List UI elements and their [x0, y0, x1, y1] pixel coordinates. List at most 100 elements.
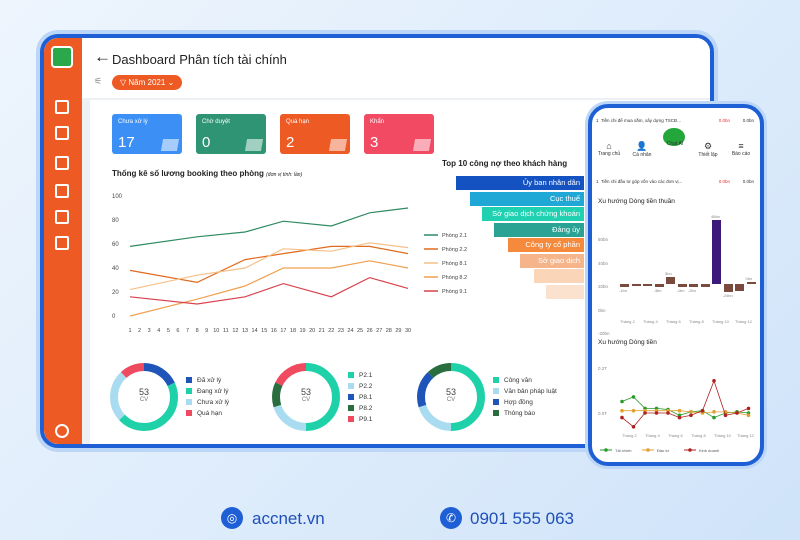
legend-label: Đã xử lý: [197, 377, 222, 384]
y-tick-label: 0.0T: [598, 411, 607, 416]
y-tick-label: 20: [112, 290, 119, 296]
status-card[interactable]: Quá hạn 2: [280, 114, 350, 154]
bar: [735, 284, 744, 291]
cashflow-line-chart: 0.2T 0.0T Tài chính Đầu tư Kinh doanh Tháng 2…: [598, 366, 755, 453]
data-point: [666, 411, 670, 415]
bar: [643, 284, 652, 286]
funnel-bar[interactable]: Đảng ủy: [494, 222, 584, 237]
data-point: [643, 411, 647, 415]
data-point: [631, 395, 636, 399]
x-tick-label: 1: [128, 328, 131, 334]
donut-legend: Công văn Văn bản pháp luật Hợp đồng Thông b…: [493, 375, 557, 419]
legend-label: Phòng 8.1: [442, 261, 467, 267]
x-tick-label: Tháng 4: [643, 319, 658, 324]
bar: [689, 284, 698, 287]
legend-label: P8.2: [359, 404, 373, 412]
donut-total: 53: [138, 387, 149, 397]
phone-frame: 1 Tiền chi để mua sắm, xây dựng TSCĐ... 0…: [588, 104, 764, 466]
status-card[interactable]: Chưa xử lý 17: [112, 114, 182, 154]
card-value: 3: [370, 134, 379, 151]
donut-unit: CV: [301, 397, 311, 403]
card-value: 2: [286, 134, 295, 151]
x-tick-label: 23: [338, 328, 344, 334]
settings-sliders-icon[interactable]: ⚟: [94, 76, 103, 86]
donut-center: 53 CV: [286, 387, 326, 403]
bar: [677, 284, 687, 287]
x-tick-label: 11: [223, 328, 229, 334]
x-tick-label: 2: [138, 328, 141, 334]
x-tick-label: Tháng 12: [735, 319, 752, 324]
x-tick-label: Tháng 10: [714, 433, 732, 438]
status-card[interactable]: Chờ duyệt 0: [196, 114, 266, 154]
x-tick-label: Tháng 8: [689, 319, 704, 324]
funnel-bar[interactable]: Sở giao dịch: [520, 253, 584, 268]
x-tick-label: 14: [252, 328, 258, 334]
x-tick-label: 22: [328, 328, 334, 334]
legend-item: Công văn: [493, 375, 557, 386]
data-point: [620, 399, 624, 404]
status-card[interactable]: Khẩn 3: [364, 114, 434, 154]
funnel-bar[interactable]: Ủy ban nhân dân: [456, 176, 584, 190]
y-tick-label: 80: [112, 218, 119, 224]
x-tick-label: 3: [148, 328, 151, 334]
files-icon[interactable]: [55, 210, 69, 224]
year-filter-button[interactable]: ▽ Năm 2021 ⌄: [112, 75, 183, 90]
chart-icon[interactable]: [55, 100, 69, 114]
table-row: 1 Tiền chi đầu tư góp vốn vào các đơn vị…: [596, 179, 756, 184]
nav-item-2[interactable]: Chat AI: [660, 141, 690, 147]
nav-label: Trang chủ: [597, 151, 621, 157]
report-icon[interactable]: [55, 236, 69, 250]
funnel-bar[interactable]: Cục thuế: [470, 191, 584, 206]
x-tick-label: 9: [205, 328, 208, 334]
gear-icon[interactable]: [55, 424, 69, 438]
legend-label: Phòng 8.2: [442, 275, 467, 281]
donut-center: 53 CV: [431, 387, 471, 403]
bar: [746, 282, 756, 284]
documents-icon[interactable]: [55, 156, 69, 170]
legend-marker: [646, 448, 650, 452]
x-tick-label: Tháng 12: [737, 433, 755, 438]
funnel-bar[interactable]: Sở giao dịch chứng khoán: [482, 207, 584, 221]
y-tick-label: 20bn: [598, 284, 609, 289]
legend-swatch: [348, 404, 354, 411]
legend-swatch: [186, 410, 192, 417]
nav-item-4[interactable]: ≡ Báo cáo: [726, 141, 756, 157]
x-tick-label: Tháng 6: [668, 433, 683, 438]
monitor-icon[interactable]: [55, 184, 69, 198]
chart-subtitle: (đơn vị tính: lần): [266, 172, 303, 178]
funnel-bar[interactable]: [534, 269, 584, 283]
chart-title-text: Thống kê số lương booking theo phòng: [112, 169, 264, 178]
bar: [712, 219, 721, 284]
x-tick-label: Tháng 4: [645, 433, 660, 438]
donut-chart: [417, 363, 485, 431]
back-arrow-icon[interactable]: ←: [94, 47, 111, 66]
data-point: [620, 415, 624, 420]
legend-swatch: [186, 399, 192, 406]
donut-segment: [417, 363, 485, 431]
nav-item-1[interactable]: 👤 Cá nhân: [627, 141, 657, 158]
legend-swatch: [348, 415, 354, 422]
chat-ai-robot-icon[interactable]: [661, 126, 687, 148]
data-point: [677, 408, 682, 413]
y-tick-label: 0bn: [598, 307, 606, 313]
funnel-bar[interactable]: Công ty cổ phần: [508, 238, 584, 252]
y-tick-label: 0.2T: [598, 366, 607, 371]
x-tick-label: 5: [167, 328, 170, 334]
bar-value-label: 0bn: [745, 276, 753, 281]
phone-number[interactable]: 0901 555 063: [470, 509, 574, 528]
website-link[interactable]: accnet.vn: [252, 509, 325, 528]
nav-item-0[interactable]: ⌂ Trang chủ: [594, 141, 624, 157]
card-value: 17: [118, 134, 135, 151]
row-index: 1: [596, 179, 599, 184]
x-tick-label: Tháng 2: [622, 433, 637, 438]
clipboard-icon[interactable]: [55, 126, 69, 140]
nav-item-3[interactable]: ⚙ Thiết lập: [693, 141, 723, 158]
legend-label: Kinh doanh: [699, 448, 719, 453]
x-tick-label: 30: [405, 328, 411, 334]
donut-segment: [110, 363, 178, 431]
x-tick-label: 28: [386, 328, 392, 334]
x-tick-label: 6: [176, 328, 179, 334]
legend-item: Hợp đồng: [493, 397, 557, 408]
funnel-bar[interactable]: [546, 284, 584, 299]
